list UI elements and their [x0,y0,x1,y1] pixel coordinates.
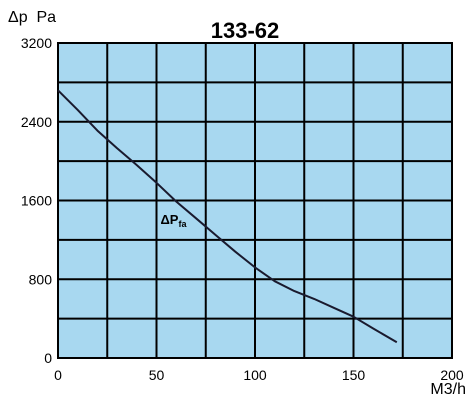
grid-lines [58,43,452,358]
x-tick-label: 200 [440,367,464,383]
curve-label: ΔPfa [160,212,187,229]
y-tick-label: 2400 [21,114,52,130]
y-tick-label: 800 [29,271,53,287]
curve-label-main: ΔP [160,212,178,227]
x-tick-label: 100 [243,367,267,383]
curve-label-sub: fa [178,219,187,229]
y-axis-label: Δp Pa [8,9,56,26]
x-axis-label: M3/h [430,381,466,398]
y-tick-label: 0 [44,350,52,366]
x-tick-label: 50 [149,367,165,383]
plot-frame [57,42,453,359]
y-tick-label: 1600 [21,193,52,209]
series-layer [57,89,398,344]
tick-labels: 0 50 100 150 200 0 800 1600 2400 3200 [21,35,464,383]
chart-title: 133-62 [211,18,280,43]
x-tick-label: 0 [54,367,62,383]
series-line [57,89,398,344]
y-tick-label: 3200 [21,35,52,51]
x-tick-label: 150 [342,367,366,383]
